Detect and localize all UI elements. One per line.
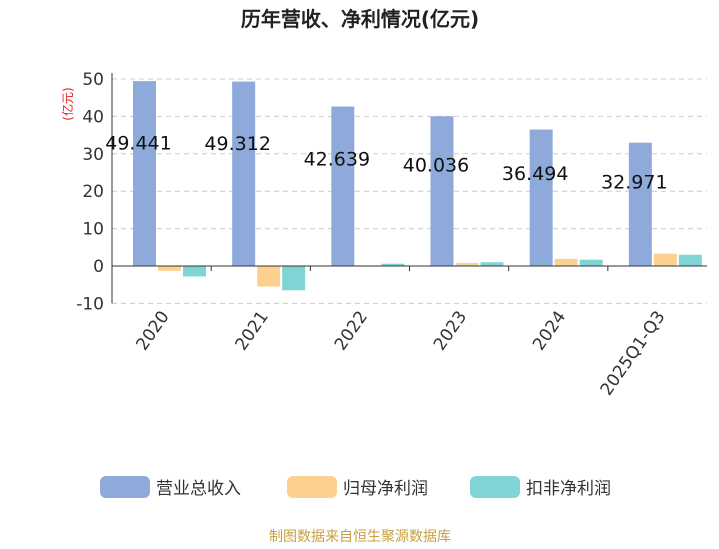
x-tick-label: 2022 (331, 307, 372, 354)
legend-label: 归母净利润 (343, 479, 428, 499)
y-tick-label: -10 (76, 294, 104, 314)
bar-3-2023 (480, 262, 504, 266)
data-label: 40.036 (403, 155, 469, 177)
y-tick-label: 20 (82, 182, 104, 202)
x-axis: 2020 2021 2022 2023 2024 2025Q1-Q3 (112, 265, 707, 399)
y-tick-label: 10 (82, 220, 104, 240)
bar-1-2023 (430, 116, 454, 267)
bar-1-2022 (331, 106, 355, 266)
bar-1-2020 (133, 81, 156, 266)
bar-1-2025Q1-Q3 (628, 142, 652, 266)
data-label: 42.639 (304, 149, 370, 171)
y-axis: -10 0 10 20 30 40 50 (76, 70, 113, 314)
legend-label: 扣非净利润 (526, 479, 611, 499)
bar-3-2024 (579, 259, 603, 266)
bar-3-2022 (381, 263, 405, 266)
bar-1-2024 (529, 129, 553, 266)
chart-title: 历年营收、净利情况(亿元) (241, 7, 479, 31)
legend-label: 营业总收入 (156, 479, 241, 499)
bar-3-2021 (282, 266, 306, 291)
data-label: 49.312 (204, 133, 270, 155)
legend: 营业总收入 归母净利润 扣非净利润 (100, 476, 611, 499)
bar-1-2021 (232, 81, 256, 266)
y-unit-label: (亿元) (60, 87, 75, 120)
x-tick-label: 2021 (232, 307, 273, 354)
legend-swatch (287, 476, 337, 498)
y-tick-label: 0 (93, 257, 104, 277)
bar-3-2025Q1-Q3 (678, 254, 702, 266)
y-tick-label: 40 (82, 107, 104, 127)
legend-swatch (100, 476, 150, 498)
bar-2-2025Q1-Q3 (653, 253, 677, 266)
bar-2-2020 (158, 266, 181, 271)
y-tick-label: 50 (82, 70, 104, 90)
x-tick-label: 2020 (132, 307, 173, 354)
bar-3-2020 (183, 266, 206, 277)
bar-2-2024 (554, 258, 578, 266)
source-note: 制图数据来自恒生聚源数据库 (269, 529, 451, 545)
x-tick-label: 2023 (430, 307, 471, 354)
data-label: 32.971 (601, 171, 667, 193)
bars-group (133, 81, 702, 291)
data-label: 36.494 (502, 163, 568, 185)
bar-2-2021 (257, 266, 281, 287)
legend-swatch (470, 476, 520, 498)
data-labels: 49.441 49.312 42.639 40.036 36.494 32.971 (105, 133, 667, 194)
data-label: 49.441 (105, 133, 171, 155)
bar-2-2023 (455, 263, 479, 266)
x-tick-label: 2025Q1-Q3 (597, 307, 670, 399)
y-tick-label: 30 (82, 145, 104, 165)
x-tick-label: 2024 (529, 307, 570, 354)
